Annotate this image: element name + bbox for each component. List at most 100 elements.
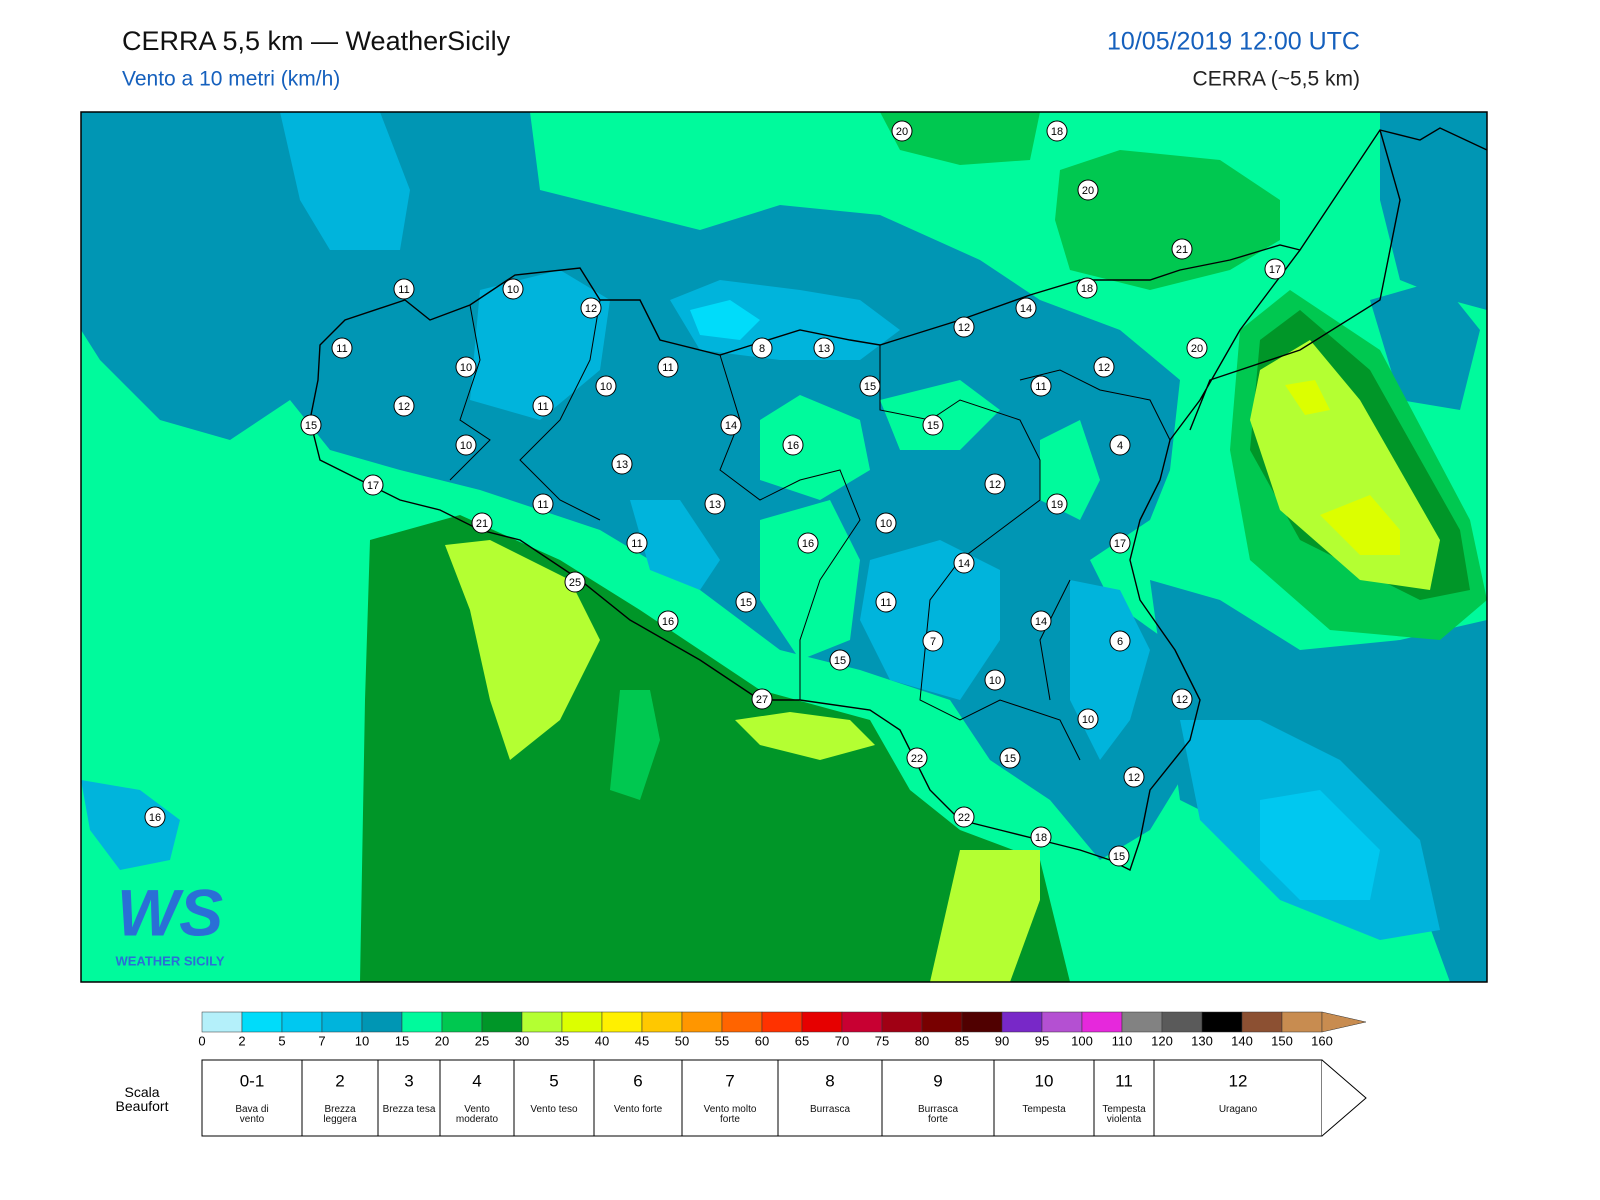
wind-field: [81, 112, 1487, 982]
colorbar-tick-label: 160: [1311, 1033, 1333, 1048]
beaufort-description: Vento teso: [530, 1104, 578, 1115]
map-frame: [80, 111, 1488, 983]
station-value: 17: [1269, 264, 1281, 276]
colorbar-bin: [1041, 1011, 1083, 1033]
colorbar: 0 2 5 7 10 15 20 25 30 35 40 45 50 55 60 65 70 75 80 85 90 95…: [198, 1011, 1367, 1048]
beaufort-cell: [201, 1059, 303, 1137]
colorbar-tick-label: 75: [875, 1033, 889, 1048]
station-marker: [875, 591, 897, 613]
colorbar-tick-label: 40: [595, 1033, 609, 1048]
station-value: 12: [1176, 694, 1188, 706]
station-value: 18: [1081, 283, 1093, 295]
datetime: 10/05/2019 12:00 UTC: [1107, 28, 1360, 56]
beaufort-cell: [993, 1059, 1095, 1137]
station-value: 12: [1128, 772, 1140, 784]
colorbar-bin: [1201, 1011, 1243, 1033]
station-marker: [471, 512, 493, 534]
station-marker: [1123, 766, 1145, 788]
colorbar-tick-label: 140: [1231, 1033, 1253, 1048]
station-value: 11: [537, 401, 548, 413]
station-marker: [1077, 708, 1099, 730]
station-marker: [797, 532, 819, 554]
colorbar-bin: [1281, 1011, 1323, 1033]
station-marker: [1046, 120, 1068, 142]
colorbar-bin: [361, 1011, 403, 1033]
station-marker: [704, 493, 726, 515]
beaufort-force: 6: [633, 1071, 642, 1090]
station-marker: [1076, 277, 1098, 299]
colorbar-bin: [241, 1011, 283, 1033]
beaufort-force: 11: [1115, 1071, 1133, 1090]
colorbar-tick-label: 60: [755, 1033, 769, 1048]
colorbar-tick-label: 95: [1035, 1033, 1049, 1048]
station-marker: [1046, 493, 1068, 515]
station-value: 10: [1082, 714, 1094, 726]
beaufort-force: 3: [404, 1071, 413, 1090]
beaufort-description: Uragano: [1218, 1104, 1258, 1115]
colorbar-bin: [281, 1011, 323, 1033]
station-marker: [532, 395, 554, 417]
colorbar-tick-label: 90: [995, 1033, 1009, 1048]
beaufort-description: Vento forte: [613, 1104, 663, 1115]
colorbar-tick-label: 50: [675, 1033, 689, 1048]
station-value: 4: [1117, 440, 1123, 452]
station-value: 20: [1191, 343, 1203, 355]
station-marker: [532, 493, 554, 515]
station-marker: [1015, 297, 1037, 319]
station-value: 11: [1035, 381, 1046, 393]
colorbar-bin: [921, 1011, 963, 1033]
beaufort-description: Brezza leggera: [323, 1104, 357, 1125]
station-marker: [393, 278, 415, 300]
station-marker: [1030, 610, 1052, 632]
station-value: 15: [834, 655, 846, 667]
colorbar-bin: [801, 1011, 843, 1033]
station-value: 14: [1020, 303, 1032, 315]
station-marker: [922, 414, 944, 436]
beaufort-description: Tempesta: [1022, 1104, 1066, 1115]
beaufort-cell: [301, 1059, 379, 1137]
station-marker: [999, 747, 1021, 769]
station-marker: [875, 512, 897, 534]
station-marker: [891, 120, 913, 142]
station-value: 16: [802, 538, 814, 550]
beaufort-cell: [593, 1059, 683, 1137]
beaufort-cell: [881, 1059, 995, 1137]
coastline: [309, 127, 1487, 871]
station-marker: [859, 375, 881, 397]
colorbar-tick-label: 130: [1191, 1033, 1213, 1048]
station-marker: [906, 747, 928, 769]
station-value: 10: [460, 440, 472, 452]
colorbar-tick-label: 15: [395, 1033, 409, 1048]
beaufort-label: Scala Beaufort: [115, 1084, 169, 1114]
beaufort-description: Brezza tesa: [382, 1104, 436, 1115]
station-value: 12: [585, 303, 597, 315]
beaufort-description: Vento moderato: [455, 1104, 499, 1125]
station-marker: [1077, 179, 1099, 201]
colorbar-tick-label: 65: [795, 1033, 809, 1048]
beaufort-cell: [513, 1059, 595, 1137]
colorbar-tick-label: 80: [915, 1033, 929, 1048]
colorbar-tick-label: 110: [1112, 1033, 1133, 1048]
station-marker: [953, 806, 975, 828]
beaufort-force: 0-1: [240, 1071, 265, 1090]
colorbar-bin: [561, 1011, 603, 1033]
colorbar-tick-label: 5: [278, 1033, 285, 1048]
station-value: 14: [1035, 616, 1047, 628]
station-marker: [751, 688, 773, 710]
station-value: 18: [1051, 126, 1063, 138]
station-labels: 20 18 20 21 17 11 10 18 12 14 12 11 8 13 20 10 11 12 15 10 1…: [144, 120, 1286, 867]
station-value: 8: [759, 343, 765, 355]
station-marker: [1264, 258, 1286, 280]
station-marker: [502, 278, 524, 300]
station-value: 12: [398, 401, 410, 413]
colorbar-bin: [961, 1011, 1003, 1033]
province-borders: [449, 299, 1171, 761]
station-value: 14: [725, 420, 737, 432]
station-marker: [953, 316, 975, 338]
station-value: 11: [880, 597, 891, 609]
station-marker: [455, 356, 477, 378]
beaufort-force: 12: [1229, 1071, 1248, 1090]
station-marker: [829, 649, 851, 671]
colorbar-bin: [1001, 1011, 1043, 1033]
beaufort-cell: [439, 1059, 515, 1137]
